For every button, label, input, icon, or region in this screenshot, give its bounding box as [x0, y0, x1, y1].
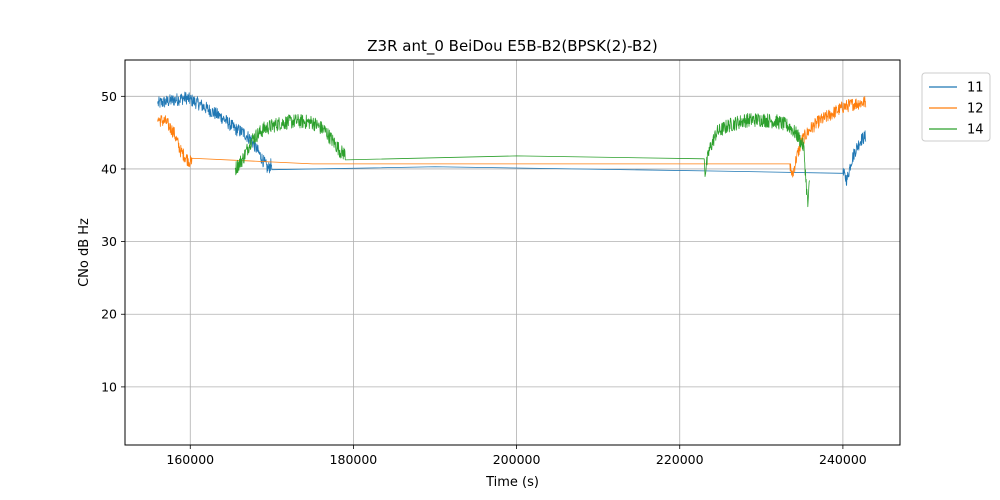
x-tick-label: 180000 [330, 452, 378, 467]
series-line-11 [157, 91, 867, 186]
legend-label-11: 11 [967, 81, 984, 96]
x-tick-label: 160000 [166, 452, 214, 467]
grid [125, 60, 900, 445]
y-tick-label: 50 [101, 89, 117, 104]
plot-area-frame [124, 59, 901, 446]
series-line-14 [234, 112, 810, 208]
legend-label-12: 12 [967, 102, 984, 117]
axis-ticks: 160000 180000 200000 220000 240000 10 20 30 40 50 [101, 89, 867, 467]
chart-title: Z3R ant_0 BeiDou E5B-B2(BPSK(2)-B2) [367, 37, 657, 56]
y-tick-label: 20 [101, 307, 117, 322]
series-line-12 [157, 96, 867, 178]
legend-label-14: 14 [967, 123, 984, 138]
x-tick-label: 240000 [819, 452, 867, 467]
y-tick-label: 40 [101, 161, 117, 176]
x-tick-label: 220000 [656, 452, 704, 467]
y-axis-label: CNo dB Hz [77, 218, 92, 287]
y-tick-label: 30 [101, 234, 117, 249]
x-tick-label: 200000 [493, 452, 541, 467]
x-axis-label: Time (s) [485, 475, 539, 490]
series-lines [157, 91, 867, 208]
legend: 11 12 14 [921, 72, 991, 142]
legend-box [921, 72, 991, 142]
y-tick-label: 10 [101, 379, 117, 394]
